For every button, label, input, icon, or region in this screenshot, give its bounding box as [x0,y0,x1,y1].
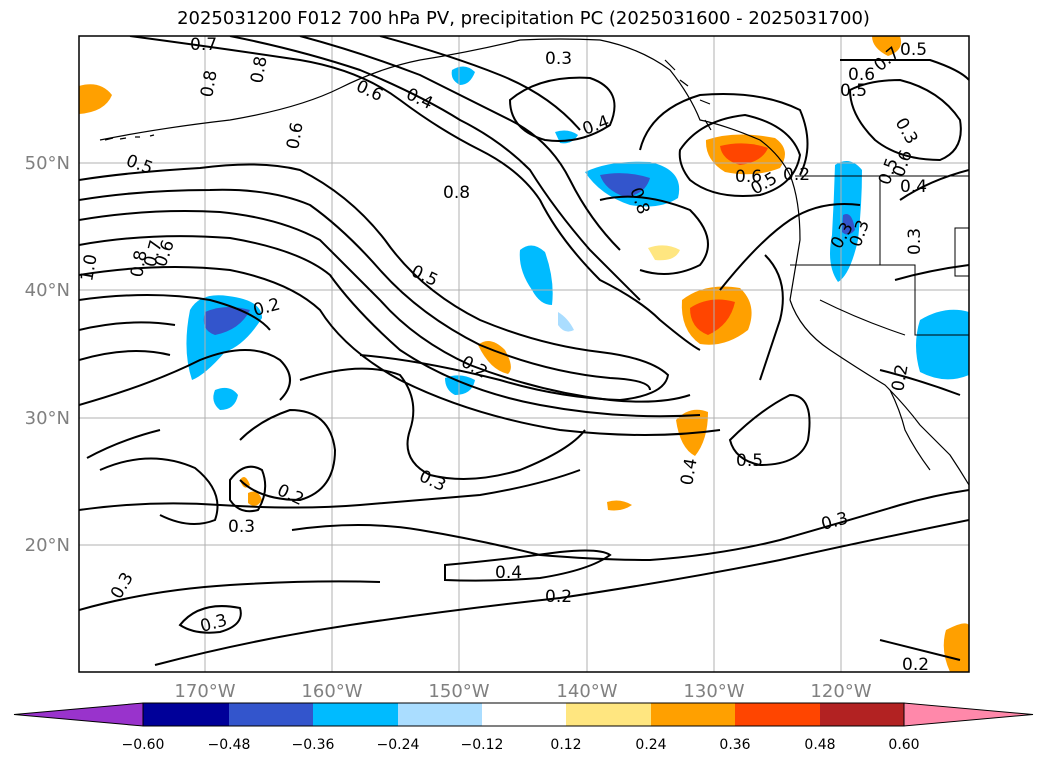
contour-label: 0.8 [127,249,151,279]
precip-positive-area [248,491,262,506]
contour-label: 0.2 [902,655,929,675]
coastlines [99,38,969,486]
contour-label: 0.3 [228,517,255,537]
contour-label: 0.6 [283,121,307,151]
precip-negative-area [213,387,238,410]
contour-label: 0.2 [888,363,912,393]
colorbar-tick-label: −0.12 [461,737,504,753]
precip-positive-area [240,476,250,488]
colorbar-segment [651,703,735,726]
colorbar-right-extension [903,702,1034,727]
contour-label: 0.3 [905,228,925,255]
colorbar-segment [820,703,904,726]
lon-label: 150°W [428,681,489,702]
contour-label: 0.5 [900,40,927,60]
colorbar-tick-label: 0.12 [550,737,581,753]
colorbar-segment [482,703,566,726]
contour-label: 0.8 [197,69,221,99]
pv-contours [79,36,969,666]
lon-label: 140°W [556,681,617,702]
lon-label: 120°W [810,681,871,702]
contour-label: 0.2 [783,165,810,185]
precip-positive-area [478,341,511,374]
contour-label: 0.4 [677,457,701,487]
contour-label: 0.6 [848,65,875,85]
colorbar-segment [398,703,482,726]
colorbar-tick-label: −0.24 [377,737,420,753]
contour-label: 0.8 [247,55,271,85]
precip-positive-area [943,623,969,672]
colorbar-tick-label: 0.60 [888,737,919,753]
colorbar-segment [313,703,398,726]
contour-label: 1.0 [77,253,101,283]
colorbar-tick-label: −0.48 [208,737,251,753]
colorbar-segment [566,703,651,726]
lat-label: 20°N [25,535,70,556]
precip-negative-area [916,309,969,380]
colorbar-segment [229,703,313,726]
lon-label: 160°W [301,681,362,702]
precip-positive-area [648,245,680,261]
contour-label: 0.3 [545,49,572,69]
contour-label: 0.5 [840,81,867,101]
colorbar-left-extension [13,702,144,727]
precip-positive-area [872,36,902,56]
lon-label: 130°W [683,681,744,702]
precip-negative-area [445,375,475,395]
longitude-labels: 170°W 160°W 150°W 140°W 130°W 120°W [174,681,871,702]
contour-label: 0.5 [736,451,763,471]
lat-label: 30°N [25,408,70,429]
map-border [78,35,970,673]
contour-label: 0.8 [443,183,470,203]
colorbar-tick-label: −0.36 [292,737,335,753]
map-title: 2025031200 F012 700 hPa PV, precipitatio… [177,8,870,29]
lat-label: 40°N [25,280,70,301]
precip-positive-area [607,500,632,511]
latitude-labels: 50°N 40°N 30°N 20°N [25,153,70,556]
colorbar: −0.60 −0.48 −0.36 −0.24 −0.12 0.12 0.24 … [13,702,1034,753]
lon-label: 170°W [174,681,235,702]
contour-label: 0.4 [900,177,927,197]
colorbar-segment [143,703,229,726]
colorbar-tick-label: 0.48 [804,737,835,753]
colorbar-tick-label: −0.60 [122,737,165,753]
precip-positive-area [79,84,112,114]
contour-label: 0.7 [190,35,217,55]
contour-label: 0.4 [495,563,522,583]
contour-label: 0.6 [735,167,762,187]
lat-label: 50°N [25,153,70,174]
precip-negative-area [558,312,574,332]
precip-negative-area [451,66,475,85]
colorbar-segment [735,703,820,726]
colorbar-tick-label: 0.36 [719,737,750,753]
contour-label: 0.2 [545,587,572,607]
colorbar-outline [142,702,905,727]
colorbar-tick-label: 0.24 [635,737,666,753]
map-plot-area [79,36,969,672]
